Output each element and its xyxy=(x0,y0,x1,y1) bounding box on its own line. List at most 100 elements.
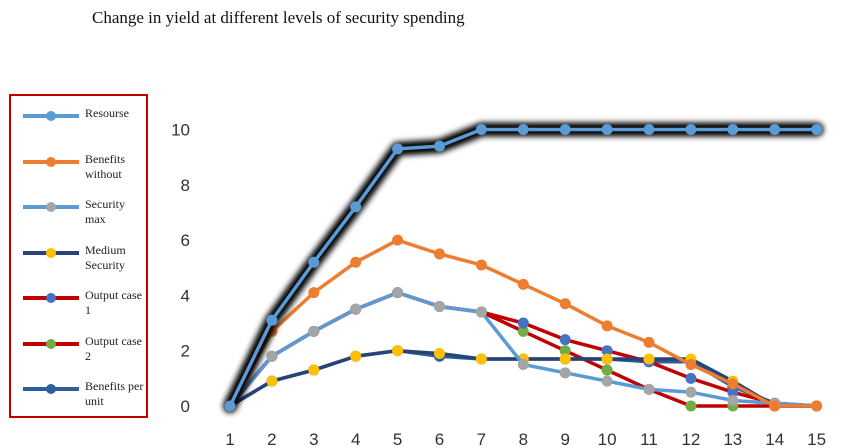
legend-item: Benefits per unit xyxy=(11,379,146,419)
data-point xyxy=(475,124,487,135)
y-tick-label: 0 xyxy=(181,397,190,416)
data-point xyxy=(643,124,655,135)
x-tick-label: 4 xyxy=(351,430,360,448)
legend-swatch xyxy=(23,384,79,394)
data-point xyxy=(601,364,613,376)
series-group xyxy=(224,234,823,412)
data-point xyxy=(559,345,571,357)
data-point xyxy=(266,350,278,362)
data-point xyxy=(559,298,571,310)
data-point xyxy=(559,334,571,346)
legend-item: Output case 1 xyxy=(11,288,146,328)
data-point xyxy=(308,364,320,376)
data-point xyxy=(308,287,320,299)
x-tick-label: 11 xyxy=(640,430,658,448)
x-tick-label: 1 xyxy=(225,430,234,448)
data-point xyxy=(727,394,739,406)
x-tick-label: 10 xyxy=(598,430,617,448)
data-point xyxy=(685,124,697,135)
data-point xyxy=(392,345,404,357)
data-point xyxy=(559,124,571,135)
data-point xyxy=(266,314,278,326)
data-point xyxy=(769,400,781,412)
data-point xyxy=(308,256,320,268)
data-point xyxy=(811,400,823,412)
data-point xyxy=(685,400,697,412)
data-point xyxy=(392,143,404,155)
data-point xyxy=(601,124,613,135)
y-tick-label: 6 xyxy=(181,231,190,250)
data-point xyxy=(643,336,655,348)
series-group xyxy=(223,122,824,413)
legend-label: Output case 1 xyxy=(85,288,142,317)
chart-legend: Resourse Benefits without Security max Medi… xyxy=(9,94,148,418)
data-point xyxy=(517,317,529,329)
y-tick-label: 2 xyxy=(181,342,190,361)
legend-item: Medium Security xyxy=(11,243,146,283)
x-tick-label: 7 xyxy=(477,430,486,448)
y-tick-label: 4 xyxy=(181,286,190,305)
data-point xyxy=(643,383,655,395)
data-point xyxy=(769,124,781,135)
x-tick-label: 5 xyxy=(393,430,402,448)
data-point xyxy=(517,325,529,337)
legend-item: Security max xyxy=(11,197,146,237)
data-point xyxy=(224,400,236,412)
legend-swatch xyxy=(23,111,79,121)
data-point xyxy=(517,278,529,290)
y-tick-label: 8 xyxy=(181,176,190,195)
data-point xyxy=(601,353,613,365)
data-point xyxy=(434,248,445,260)
data-point xyxy=(475,306,487,318)
data-point xyxy=(517,124,529,135)
data-point xyxy=(559,367,571,379)
data-point xyxy=(601,375,613,387)
data-point xyxy=(350,350,362,362)
legend-label: Benefits per unit xyxy=(85,379,144,408)
data-point xyxy=(475,353,487,365)
data-point xyxy=(350,201,362,213)
x-tick-label: 14 xyxy=(765,430,784,448)
data-point xyxy=(434,140,445,152)
x-tick-label: 3 xyxy=(309,430,318,448)
data-point xyxy=(685,359,697,371)
data-point xyxy=(392,287,404,299)
data-point xyxy=(643,353,655,365)
x-tick-label: 9 xyxy=(560,430,569,448)
legend-swatch xyxy=(23,338,79,349)
data-point xyxy=(434,347,445,359)
data-point xyxy=(308,325,320,337)
x-tick-label: 6 xyxy=(435,430,444,448)
legend-label: Security max xyxy=(85,197,125,226)
legend-swatch xyxy=(23,247,79,258)
y-tick-label: 10 xyxy=(171,121,190,140)
legend-label: Output case 2 xyxy=(85,333,142,363)
legend-item: Resourse xyxy=(11,106,146,146)
legend-swatch xyxy=(23,293,79,303)
data-point xyxy=(601,320,613,332)
data-point xyxy=(727,386,739,398)
data-point xyxy=(601,345,613,357)
legend-item: Output case 2 xyxy=(11,334,146,374)
data-point xyxy=(434,300,445,312)
data-point xyxy=(266,375,278,387)
legend-label: Benefits without xyxy=(85,151,125,181)
legend-swatch xyxy=(23,202,79,212)
legend-item: Benefits without xyxy=(11,152,146,192)
data-point xyxy=(350,256,362,268)
data-point xyxy=(559,353,571,365)
data-point xyxy=(475,259,487,271)
x-tick-label: 8 xyxy=(519,430,528,448)
series-group xyxy=(224,287,823,412)
x-tick-label: 12 xyxy=(681,430,700,448)
legend-label: Resourse xyxy=(85,106,129,120)
chart-title: Change in yield at different levels of s… xyxy=(92,8,465,27)
x-tick-label: 13 xyxy=(723,430,742,448)
data-point xyxy=(350,303,362,315)
data-point xyxy=(727,124,739,135)
data-point xyxy=(685,372,697,384)
x-tick-label: 2 xyxy=(267,430,276,448)
data-point xyxy=(811,124,823,135)
